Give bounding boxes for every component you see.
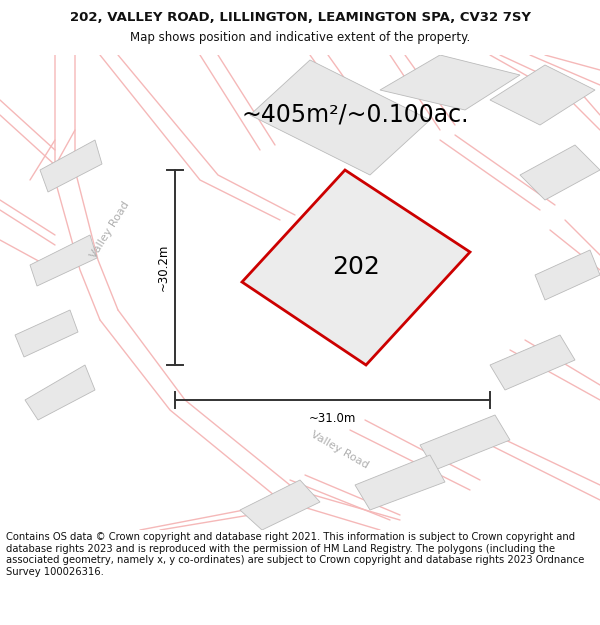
Polygon shape	[490, 65, 595, 125]
Polygon shape	[420, 415, 510, 470]
Polygon shape	[520, 145, 600, 200]
Polygon shape	[355, 455, 445, 510]
Polygon shape	[30, 235, 97, 286]
Text: 202, VALLEY ROAD, LILLINGTON, LEAMINGTON SPA, CV32 7SY: 202, VALLEY ROAD, LILLINGTON, LEAMINGTON…	[70, 11, 530, 24]
Text: Map shows position and indicative extent of the property.: Map shows position and indicative extent…	[130, 31, 470, 44]
Text: ~31.0m: ~31.0m	[309, 412, 356, 425]
Polygon shape	[242, 170, 470, 365]
Text: Contains OS data © Crown copyright and database right 2021. This information is : Contains OS data © Crown copyright and d…	[6, 532, 584, 577]
Polygon shape	[240, 480, 320, 530]
Text: Valley Road: Valley Road	[310, 429, 371, 471]
Text: ~30.2m: ~30.2m	[157, 244, 170, 291]
Polygon shape	[25, 365, 95, 420]
Polygon shape	[15, 310, 78, 357]
Text: Valley Road: Valley Road	[89, 200, 131, 260]
Text: ~405m²/~0.100ac.: ~405m²/~0.100ac.	[241, 103, 469, 127]
Polygon shape	[380, 55, 520, 110]
Polygon shape	[535, 250, 600, 300]
Polygon shape	[250, 60, 430, 175]
Text: 202: 202	[332, 255, 380, 279]
Polygon shape	[40, 140, 102, 192]
Polygon shape	[490, 335, 575, 390]
